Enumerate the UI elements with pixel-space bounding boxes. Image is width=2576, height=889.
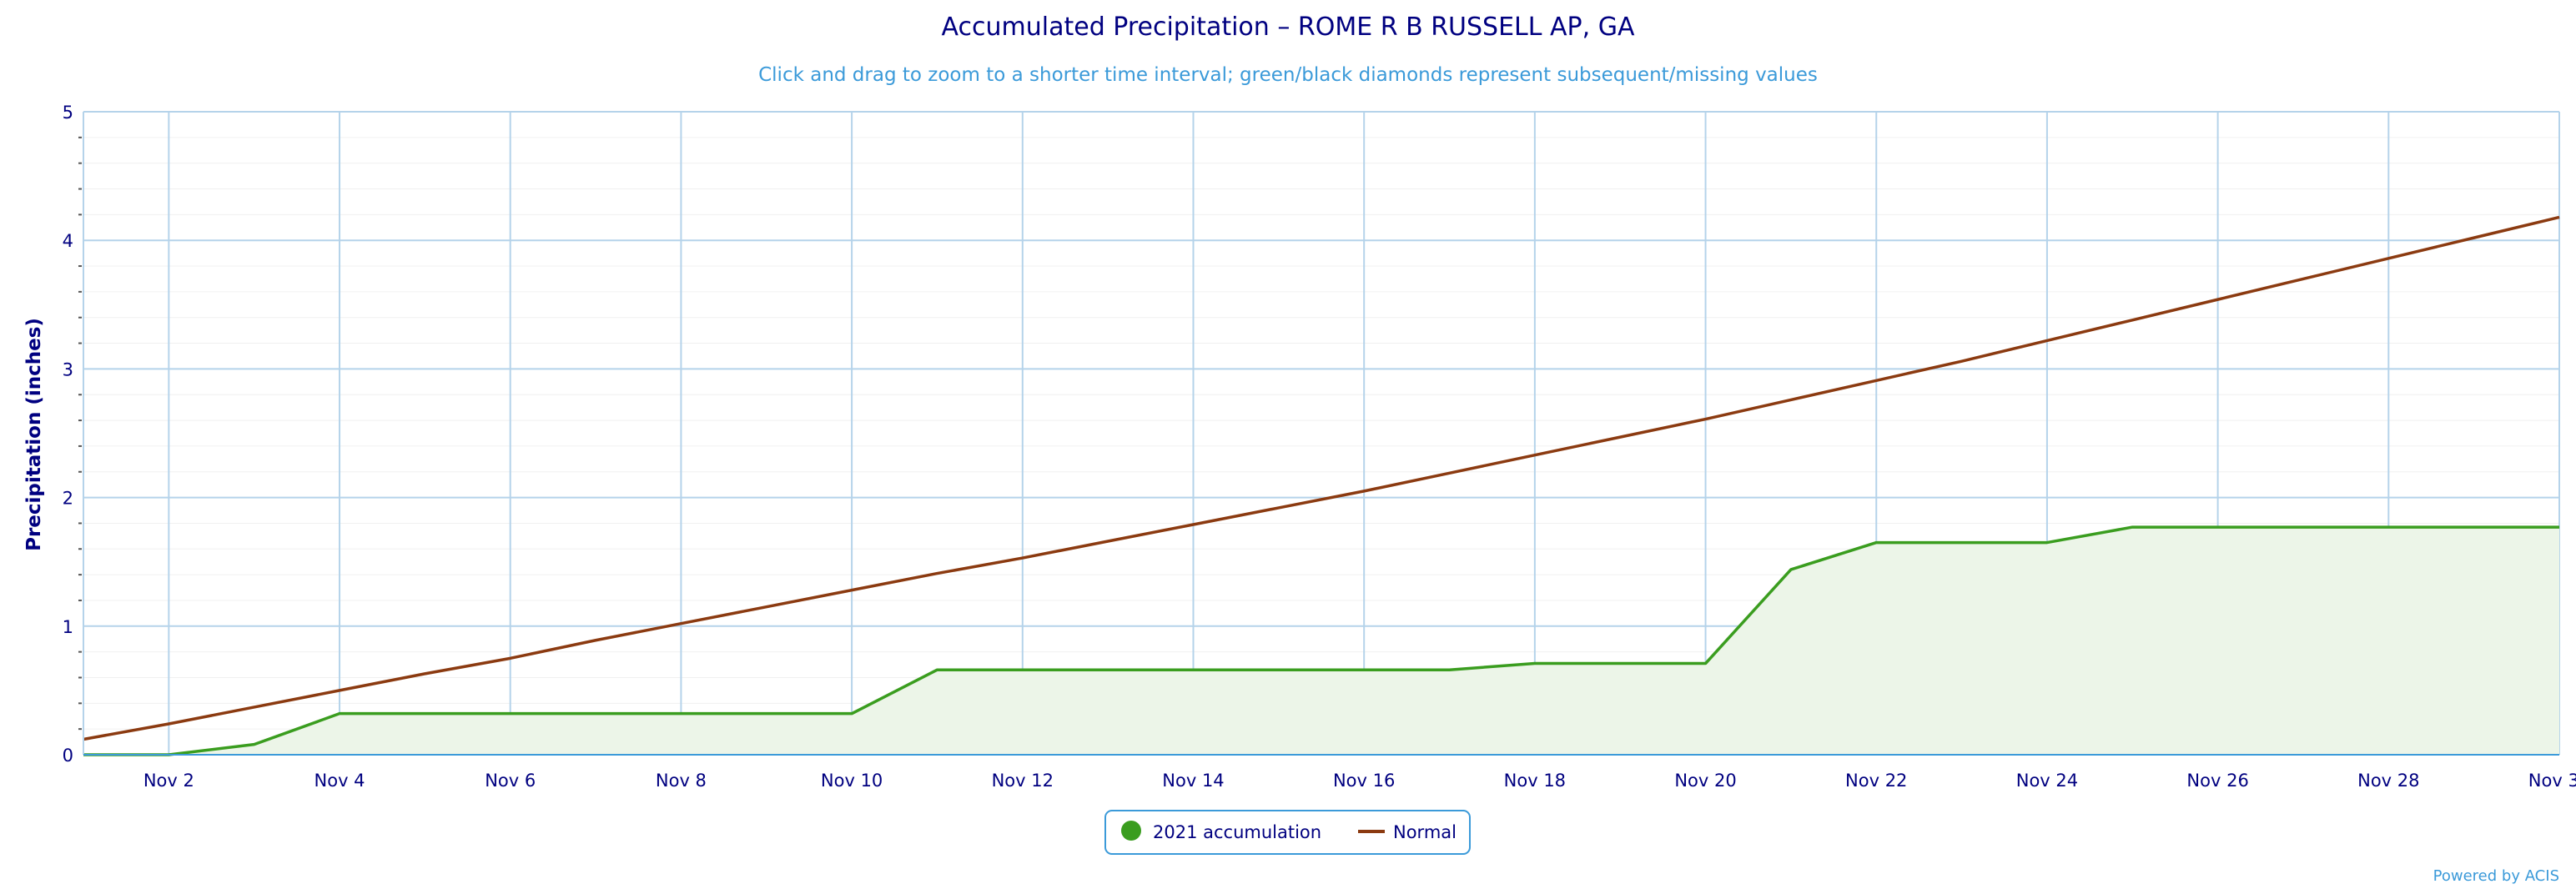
accumulation-line[interactable]: [83, 525, 2559, 756]
y-axis-title: Precipitation (inches): [23, 318, 45, 551]
chart-title: Accumulated Precipitation – ROME R B RUS…: [942, 13, 1635, 42]
axes: 0 1 2 3 4 5 Nov 2 Nov 4 Nov 6 Nov 8 Nov 10 Nov 12 No…: [63, 103, 2576, 791]
legend-normal-label: Normal: [1393, 822, 1457, 842]
x-tick-label: Nov 20: [1674, 771, 1736, 791]
x-tick-label: Nov 22: [1845, 771, 1907, 791]
x-tick-label: Nov 14: [1162, 771, 1224, 791]
legend: 2021 accumulation Normal: [1104, 810, 1471, 855]
legend-accumulation-label: 2021 accumulation: [1153, 822, 1321, 842]
legend-item-normal[interactable]: Normal: [1358, 822, 1457, 842]
x-tick-label: Nov 16: [1333, 771, 1395, 791]
y-tick-label: 1: [63, 617, 73, 637]
x-tick-label: Nov 30: [2528, 771, 2576, 791]
x-tick-label: Nov 2: [143, 771, 194, 791]
accumulation-area: [83, 527, 2559, 755]
y-tick-label: 3: [63, 359, 73, 379]
y-tick-label: 0: [63, 746, 73, 766]
x-tick-label: Nov 8: [656, 771, 707, 791]
x-tick-label: Nov 6: [485, 771, 536, 791]
x-tick-label: Nov 26: [2186, 771, 2248, 791]
x-tick-label: Nov 10: [821, 771, 883, 791]
y-tick-label: 4: [63, 231, 73, 251]
x-tick-label: Nov 12: [992, 771, 1054, 791]
x-tick-label: Nov 28: [2357, 771, 2419, 791]
plot-area[interactable]: [83, 215, 2560, 756]
x-tick-label: Nov 4: [314, 771, 365, 791]
chart-subtitle: Click and drag to zoom to a shorter time…: [758, 64, 1818, 86]
x-tick-label: Nov 24: [2016, 771, 2078, 791]
normal-line[interactable]: [83, 215, 2560, 741]
y-tick-label: 5: [63, 103, 73, 123]
credit-link[interactable]: Powered by ACIS: [2433, 867, 2559, 885]
x-tick-label: Nov 18: [1504, 771, 1566, 791]
legend-accumulation-marker-icon: [1121, 821, 1141, 841]
legend-box: [1104, 810, 1471, 855]
legend-item-accumulation[interactable]: 2021 accumulation: [1121, 821, 1321, 842]
y-tick-label: 2: [63, 489, 73, 509]
